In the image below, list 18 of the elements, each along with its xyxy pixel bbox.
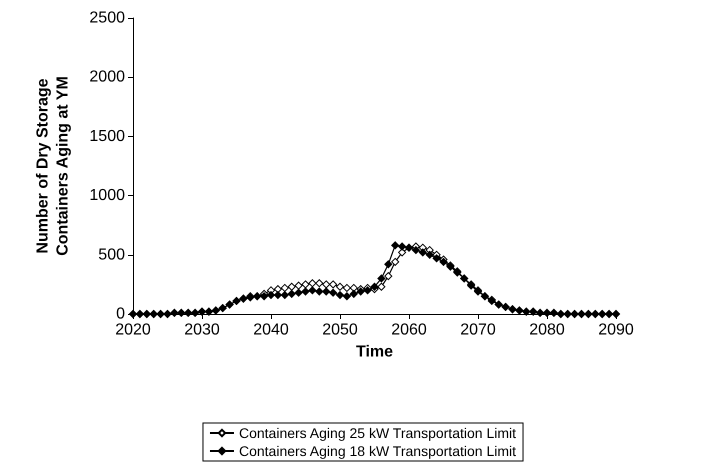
x-tick-label: 2050: [322, 322, 358, 338]
y-tick-label: 0: [116, 306, 126, 322]
x-tick-label: 2030: [184, 322, 220, 338]
x-tick-label: 2040: [253, 322, 289, 338]
y-tick-label: 1500: [89, 128, 126, 145]
legend-label: Containers Aging 25 kW Transportation Limit: [238, 425, 516, 441]
y-tick-label: 2000: [89, 68, 126, 86]
y-tick-label: 2500: [89, 10, 126, 26]
x-tick-label: 2020: [115, 322, 151, 338]
x-tick-label: 2060: [391, 322, 427, 338]
x-axis-title: Time: [356, 344, 394, 360]
y-axis-title: Number of Dry Storage Containers Aging at YM: [34, 76, 72, 256]
x-tick-label: 2090: [598, 322, 634, 338]
x-tick-label: 2070: [460, 322, 496, 338]
x-tick-label: 2080: [529, 322, 565, 338]
y-tick-label: 1000: [89, 187, 126, 204]
legend-label: Containers Aging 18 kW Transportation Limit: [238, 443, 516, 459]
y-tick-label: 500: [98, 246, 126, 264]
